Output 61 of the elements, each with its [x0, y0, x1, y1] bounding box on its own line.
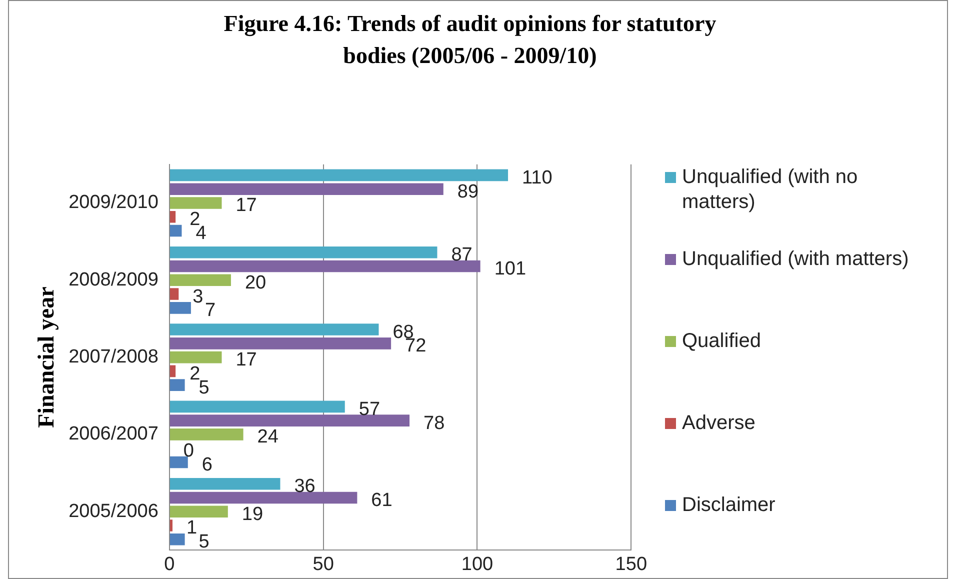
legend-label: Unqualified (with matters)	[682, 247, 909, 272]
data-label: 6	[202, 454, 212, 476]
x-tick-label: 150	[615, 554, 647, 575]
data-label: 5	[198, 532, 210, 553]
bar	[170, 224, 182, 237]
data-label: 7	[204, 300, 216, 322]
bar	[170, 379, 185, 391]
bar	[170, 520, 172, 532]
bar	[170, 428, 244, 440]
y-axis-title: Financial year	[34, 286, 59, 428]
bar	[170, 351, 222, 364]
data-label: 0	[183, 440, 194, 462]
data-label: 110	[522, 167, 552, 188]
bar	[170, 260, 480, 272]
y-tick-label: 2008/2009	[68, 269, 158, 290]
data-label: 19	[242, 504, 264, 525]
data-label: 17	[236, 195, 257, 216]
data-label: 20	[244, 272, 266, 294]
chart-title: Figure 4.16: Trends of audit opinions for statutory bodies (2005/06 - 2009/10)	[222, 10, 718, 70]
legend-label: Qualified	[682, 329, 761, 354]
data-label: 61	[371, 490, 392, 511]
bar	[170, 338, 392, 350]
y-tick-label: 2007/2008	[68, 346, 158, 368]
data-label: 78	[424, 412, 445, 434]
bar	[170, 414, 410, 426]
data-label: 57	[358, 398, 380, 420]
x-tick-label: 100	[461, 554, 494, 575]
data-label: 36	[294, 476, 316, 498]
data-label: 89	[457, 181, 479, 202]
bar	[170, 169, 508, 182]
x-tick-label: 50	[312, 554, 334, 575]
bar	[170, 183, 444, 195]
bar	[170, 533, 185, 546]
legend-label: Unqualified (with no matters)	[682, 165, 859, 215]
y-tick-label: 2006/2007	[68, 424, 158, 445]
bar	[170, 506, 228, 518]
data-label: 5	[198, 377, 210, 398]
bar	[170, 456, 188, 468]
bar	[170, 400, 345, 413]
y-tick-label: 2009/2010	[68, 192, 158, 214]
x-tick-label: 0	[164, 554, 175, 575]
data-label: 24	[257, 426, 279, 448]
data-label: 101	[494, 258, 526, 280]
data-label: 87	[451, 244, 472, 266]
bar	[170, 324, 379, 336]
bar	[170, 365, 176, 378]
data-label: 1	[186, 518, 198, 539]
bar	[170, 478, 280, 490]
bar	[170, 246, 438, 258]
legend-label: Disclaimer	[682, 493, 776, 518]
bar	[170, 288, 179, 300]
bar	[170, 197, 222, 209]
bar	[170, 492, 358, 504]
data-label: 2	[190, 363, 200, 384]
legend-label: Adverse	[682, 411, 756, 436]
y-tick-label: 2005/2006	[68, 500, 158, 522]
data-label: 3	[192, 286, 204, 308]
bar	[170, 274, 231, 286]
data-label: 17	[236, 350, 257, 371]
bar	[170, 210, 176, 223]
bar	[170, 302, 191, 314]
